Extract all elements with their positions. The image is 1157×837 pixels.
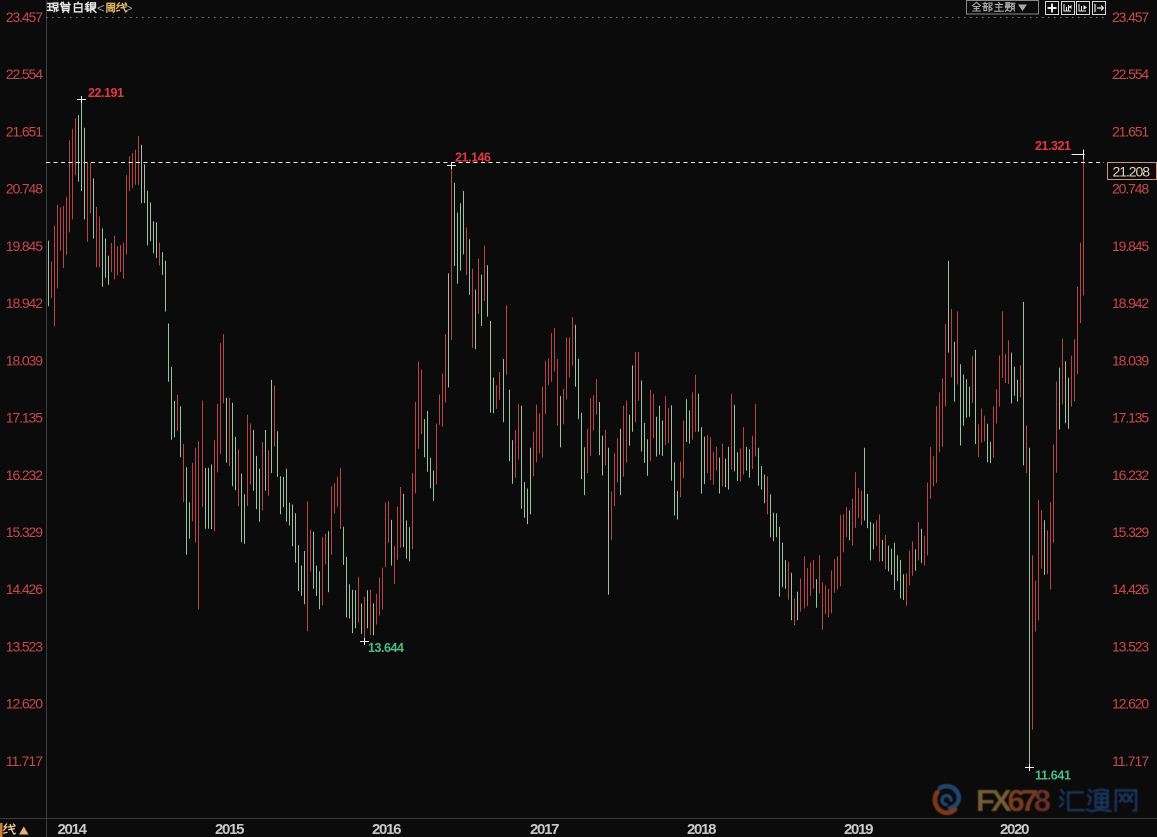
svg-text:18.039: 18.039	[1112, 352, 1149, 368]
svg-text:17.135: 17.135	[6, 410, 43, 426]
svg-text:13.644: 13.644	[368, 641, 404, 655]
svg-text:22.191: 22.191	[88, 86, 124, 100]
svg-text:2015: 2015	[215, 821, 245, 837]
svg-text:17.135: 17.135	[1112, 410, 1149, 426]
svg-text:2014: 2014	[58, 821, 88, 837]
svg-text:FX678: FX678	[976, 783, 1051, 818]
svg-text:11.641: 11.641	[1035, 769, 1071, 783]
svg-text:20.748: 20.748	[6, 181, 43, 197]
svg-text:14.426: 14.426	[1112, 581, 1149, 597]
svg-text:14.426: 14.426	[6, 581, 43, 597]
svg-text:23.457: 23.457	[1112, 9, 1149, 25]
svg-text:21.146: 21.146	[455, 151, 491, 165]
svg-text:22.554: 22.554	[1112, 66, 1149, 82]
svg-text:2020: 2020	[1000, 821, 1030, 837]
svg-text:15.329: 15.329	[1112, 524, 1149, 540]
svg-text:16.232: 16.232	[1112, 467, 1149, 483]
svg-text:21.208: 21.208	[1113, 164, 1151, 180]
svg-text:21.651: 21.651	[6, 123, 43, 139]
svg-text:13.523: 13.523	[1112, 638, 1149, 654]
svg-text:18.942: 18.942	[1112, 295, 1149, 311]
svg-text:<: <	[97, 1, 105, 16]
svg-text:22.554: 22.554	[6, 66, 43, 82]
svg-text:12.620: 12.620	[1112, 696, 1149, 712]
svg-text:2016: 2016	[372, 821, 402, 837]
svg-text:2019: 2019	[844, 821, 874, 837]
svg-text:11.717: 11.717	[1112, 753, 1149, 769]
svg-text:19.845: 19.845	[1112, 238, 1149, 254]
svg-text:18.039: 18.039	[6, 352, 43, 368]
svg-text:20.748: 20.748	[1112, 181, 1149, 197]
svg-text:21.651: 21.651	[1112, 123, 1149, 139]
svg-text:11.717: 11.717	[6, 753, 43, 769]
svg-text:18.942: 18.942	[6, 295, 43, 311]
svg-text:12.620: 12.620	[6, 696, 43, 712]
svg-text:23.457: 23.457	[6, 9, 43, 25]
svg-text:15.329: 15.329	[6, 524, 43, 540]
svg-text:13.523: 13.523	[6, 638, 43, 654]
svg-text:19.845: 19.845	[6, 238, 43, 254]
svg-text:>: >	[125, 1, 133, 16]
svg-text:2017: 2017	[530, 821, 560, 837]
svg-text:16.232: 16.232	[6, 467, 43, 483]
svg-text:2018: 2018	[687, 821, 717, 837]
svg-text:21.321: 21.321	[1035, 139, 1071, 153]
